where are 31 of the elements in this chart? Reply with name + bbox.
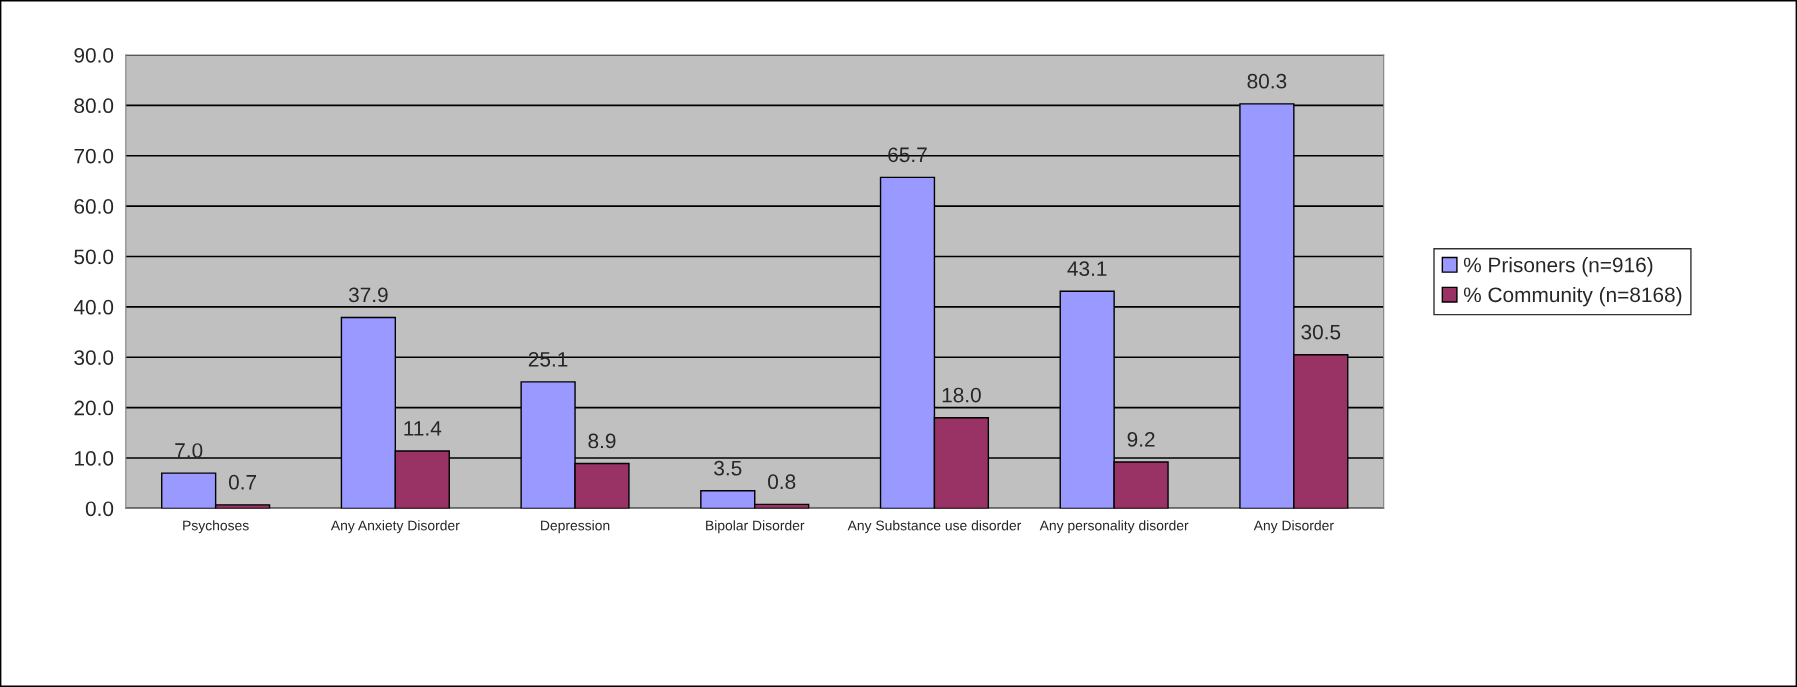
y-tick-label: 90.0 [74,47,114,63]
y-tick-label: 20.0 [74,400,114,416]
x-tick-label: Psychoses [183,520,249,534]
data-label: 8.9 [588,433,616,449]
y-tick-label: 60.0 [74,199,114,214]
y-tick-label: 50.0 [74,249,114,265]
x-tick-label: Any personality disorder [1039,520,1189,534]
data-label: 9.2 [1127,432,1155,447]
y-tick-label: 10.0 [75,451,114,466]
x-tick-label: Depression [541,520,610,534]
data-label: 43.1 [1067,261,1107,277]
data-label: 18.0 [942,387,981,403]
x-tick-label: Any Anxiety Disorder [330,520,460,534]
data-label: 7.0 [175,443,203,458]
y-tick-label: 30.0 [74,350,114,365]
data-label: 37.9 [348,287,388,303]
data-label: 0.8 [768,474,796,490]
x-tick-label: Any Substance use disorder [847,520,1022,534]
data-label: 0.7 [228,474,257,490]
y-tick-label: 0.0 [85,501,114,517]
legend-label: % Prisoners (n=916) [1463,257,1653,277]
data-label: 80.3 [1247,73,1287,89]
legend-label: % Community (n=8168) [1463,286,1682,307]
data-label: 11.4 [404,421,442,436]
x-tick-label: Any Disorder [1253,520,1334,534]
y-tick-label: 70.0 [74,148,114,164]
y-tick-label: 80.0 [74,98,114,114]
data-label: 30.5 [1301,324,1341,340]
y-tick-label: 40.0 [73,299,114,315]
x-tick-label: Bipolar Disorder [706,520,805,534]
data-label: 3.5 [714,460,742,476]
